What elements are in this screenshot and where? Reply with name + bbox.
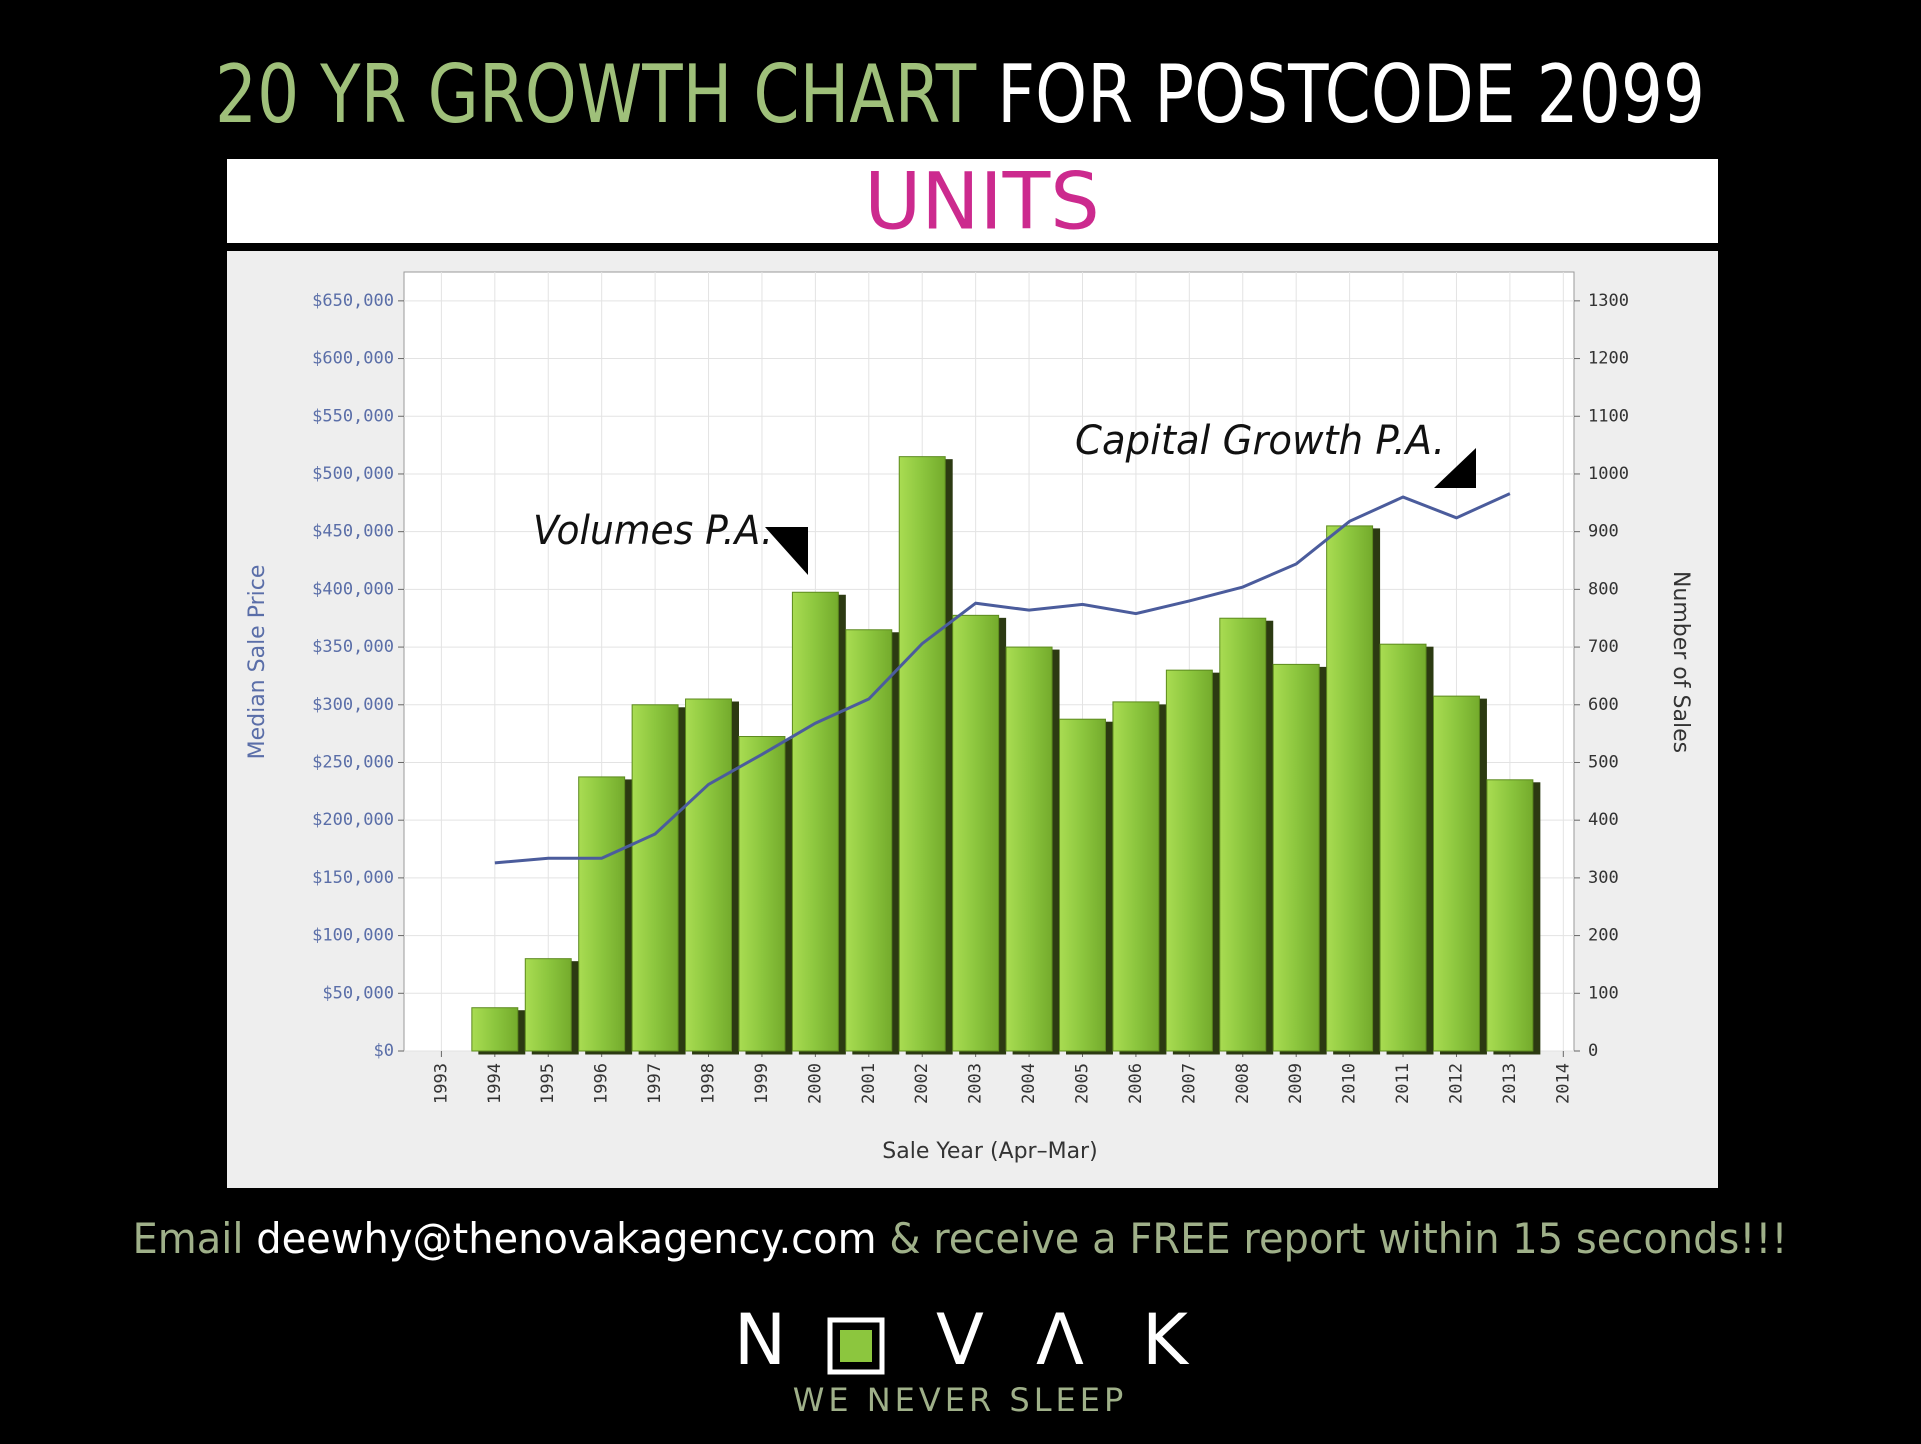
footer-email: deewhy@thenovakagency.com (256, 1214, 876, 1263)
bar (1005, 646, 1053, 1052)
y-tick-label: $50,000 (322, 983, 394, 1003)
footer-text: & receive a FREE report within 15 second… (889, 1214, 1787, 1263)
x-tick-label: 2004 (1019, 1063, 1039, 1104)
footer: Email deewhy@thenovakagency.com & receiv… (133, 1214, 1788, 1263)
y-tick-label: $150,000 (312, 868, 394, 888)
bar (1165, 669, 1213, 1052)
x-tick-label: 2008 (1233, 1063, 1253, 1104)
title-part: FOR POSTCODE 2099 (997, 48, 1705, 141)
y2-axis-title: Number of Sales (1668, 571, 1693, 753)
banner-text: UNITS (864, 157, 1100, 247)
bar (1379, 643, 1427, 1052)
y-tick-label: $100,000 (312, 926, 394, 946)
y-tick-label: $600,000 (312, 349, 394, 369)
bar (1486, 779, 1534, 1052)
y2-tick-label: 100 (1588, 983, 1619, 1003)
y-tick-label: $300,000 (312, 695, 394, 715)
logo-square-fill (840, 1330, 872, 1362)
logo-letter: Λ (1036, 1299, 1084, 1381)
x-axis-title: Sale Year (Apr–Mar) (882, 1139, 1097, 1164)
x-tick-label: 2005 (1072, 1063, 1092, 1104)
title-part: 20 YR GROWTH CHART (215, 48, 977, 141)
y2-tick-label: 800 (1588, 579, 1619, 599)
line (494, 492, 1511, 865)
x-tick-label: 2014 (1553, 1063, 1573, 1104)
bar (1059, 718, 1106, 1052)
x-tick-label: 2012 (1446, 1063, 1466, 1104)
y2-tick-label: 200 (1588, 926, 1619, 946)
bar (952, 614, 1000, 1052)
title: 20 YR GROWTH CHART FOR POSTCODE 2099 (215, 48, 1705, 141)
y-tick-label: $350,000 (312, 637, 394, 657)
bar (631, 704, 679, 1052)
x-tick-label: 2006 (1126, 1063, 1146, 1104)
y2-tick-label: 400 (1588, 810, 1619, 830)
bar (791, 591, 839, 1052)
bar (898, 456, 946, 1052)
y2-tick-label: 600 (1588, 695, 1619, 715)
bar (1219, 617, 1267, 1052)
bar (524, 958, 572, 1052)
y2-tick-label: 700 (1588, 637, 1619, 657)
x-tick-label: 1999 (752, 1063, 772, 1104)
x-tick-label: 2010 (1340, 1063, 1360, 1104)
bar (1272, 663, 1320, 1052)
logo-letter: N (734, 1299, 786, 1381)
y2-tick-label: 1000 (1588, 464, 1629, 484)
y2-tick-label: 900 (1588, 522, 1619, 542)
x-tick-label: 2007 (1179, 1063, 1199, 1104)
annotation: Volumes P.A. (533, 508, 773, 554)
x-tick-label: 2000 (805, 1063, 825, 1104)
annotation-arrow (1434, 448, 1476, 488)
footer-text: Email (133, 1214, 244, 1263)
y2-tick-label: 1300 (1588, 291, 1629, 311)
y-tick-label: $450,000 (312, 522, 394, 542)
bar (471, 1007, 519, 1052)
logo-square (827, 1317, 885, 1375)
y-tick-label: $500,000 (312, 464, 394, 484)
y-axis-title: Median Sale Price (245, 565, 270, 760)
logo-letter: V (936, 1299, 984, 1381)
x-tick-label: 2001 (859, 1063, 879, 1104)
y2-tick-label: 1100 (1588, 406, 1629, 426)
x-tick-label: 1998 (699, 1063, 719, 1104)
y-tick-label: $0 (374, 1041, 394, 1061)
banner (227, 159, 1718, 243)
x-tick-label: 2002 (912, 1063, 932, 1104)
bar (578, 776, 626, 1052)
x-tick-label: 2011 (1393, 1063, 1413, 1104)
y2-tick-label: 1200 (1588, 349, 1629, 369)
x-tick-label: 2013 (1500, 1063, 1520, 1104)
x-tick-label: 1993 (431, 1063, 451, 1104)
x-tick-label: 1997 (645, 1063, 665, 1104)
tagline: WE NEVER SLEEP (793, 1381, 1128, 1419)
y-tick-label: $400,000 (312, 579, 394, 599)
y-tick-label: $200,000 (312, 810, 394, 830)
x-tick-label: 2003 (966, 1063, 986, 1104)
y-tick-label: $650,000 (312, 291, 394, 311)
x-tick-label: 2009 (1286, 1063, 1306, 1104)
y2-tick-label: 0 (1588, 1041, 1598, 1061)
annotation-arrow (765, 527, 808, 575)
y2-tick-label: 500 (1588, 752, 1619, 772)
bar (1432, 695, 1480, 1052)
x-tick-label: 1994 (485, 1063, 505, 1104)
x-tick-label: 1996 (592, 1063, 612, 1104)
bar (685, 698, 732, 1052)
logo-letter: K (1142, 1299, 1190, 1381)
bar (738, 736, 786, 1052)
bar (845, 629, 893, 1052)
plot: $0 $50,000 $100,000 $150,000 $200,000 $250,00… (312, 272, 1629, 1104)
bar (1112, 701, 1160, 1052)
y-tick-label: $250,000 (312, 752, 394, 772)
annotation: Capital Growth P.A. (1075, 418, 1445, 464)
x-tick-label: 1995 (538, 1063, 558, 1104)
y-tick-label: $550,000 (312, 406, 394, 426)
bar (1326, 525, 1374, 1052)
y2-tick-label: 300 (1588, 868, 1619, 888)
